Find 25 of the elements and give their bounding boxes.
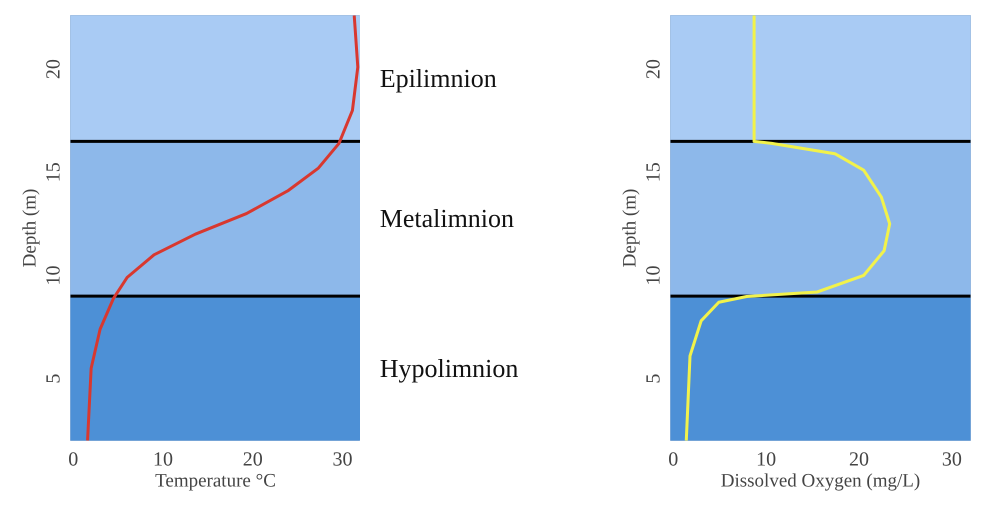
- y-tick-label: 20: [42, 59, 64, 80]
- band-label: Hypolimnion: [380, 354, 518, 383]
- y-tick-label: 5: [42, 374, 64, 384]
- band-label: Epilimnion: [380, 64, 497, 93]
- y-tick-label: 10: [642, 265, 664, 286]
- y-tick-label: 10: [42, 265, 64, 286]
- x-tick-label: 10: [756, 448, 776, 470]
- y-tick-label: 15: [642, 162, 664, 182]
- x-tick-label: 20: [849, 448, 870, 470]
- x-tick-label: 30: [942, 448, 962, 470]
- y-tick-label: 5: [642, 374, 664, 384]
- band-label: Metalimnion: [380, 204, 514, 234]
- x-tick-label: 30: [332, 448, 353, 470]
- line-series: [86, 16, 360, 440]
- line-series: [684, 16, 892, 440]
- y-axis-title: Depth (m): [20, 188, 40, 268]
- y-axis-title: Depth (m): [620, 188, 640, 268]
- x-axis-title: Dissolved Oxygen (mg/L): [720, 470, 920, 492]
- x-tick-label: 0: [668, 448, 678, 470]
- y-tick-label: 20: [642, 59, 664, 80]
- y-tick-label: 15: [42, 162, 64, 182]
- x-tick-label: 20: [242, 448, 263, 470]
- x-axis-title: Temperature °C: [155, 470, 276, 492]
- x-tick-label: 0: [68, 448, 78, 470]
- x-tick-label: 10: [152, 448, 173, 470]
